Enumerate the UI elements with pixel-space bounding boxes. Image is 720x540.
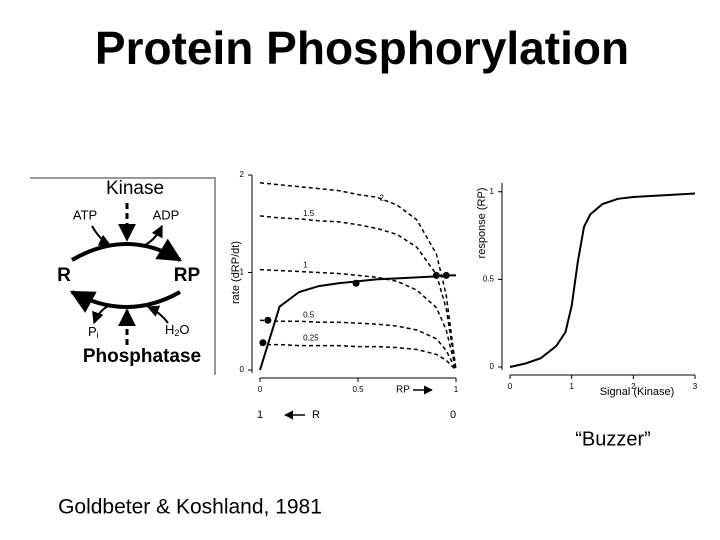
curve-label: 2 <box>380 193 385 202</box>
line-series <box>259 319 457 371</box>
x-tick-label: 2 <box>631 382 636 391</box>
rp-label: RP <box>174 265 201 286</box>
curve-label: 1.5 <box>303 209 315 218</box>
h2o-h: H <box>165 322 174 337</box>
r-tick-label: 0 <box>450 409 456 421</box>
pi-label: Pi <box>88 324 99 340</box>
x-axis-label: Signal (Kinase) <box>600 386 675 398</box>
x-tick-label: 1 <box>569 382 574 391</box>
h2o-arrow <box>146 305 169 324</box>
line-series <box>509 192 696 368</box>
caption: “Buzzer” <box>575 428 651 450</box>
curve-label: 0.25 <box>303 334 319 343</box>
y-tick-label: 1 <box>240 268 245 277</box>
adp-arrow <box>144 224 163 246</box>
point <box>442 271 450 279</box>
x-tick-label: 3 <box>693 382 698 391</box>
y-axis-label: response (RP) <box>476 188 488 259</box>
r-tick-label: 1 <box>257 409 263 421</box>
x-axis-label: RP <box>396 385 410 396</box>
y-tick-label: 0.5 <box>483 274 495 283</box>
line-series <box>259 268 457 371</box>
curve-label: 0.5 <box>303 310 315 319</box>
point <box>432 271 440 279</box>
y-tick-label: 0 <box>490 362 495 371</box>
r-axis-label: R <box>312 409 320 421</box>
y-tick-label: 2 <box>240 170 245 179</box>
x-tick-label: 0.5 <box>352 385 364 394</box>
y-tick-label: 0 <box>240 365 245 374</box>
h2o-sub: 2 <box>174 328 179 338</box>
point <box>352 279 360 287</box>
citation: Goldbeter & Koshland, 1981 <box>58 496 322 519</box>
line-series <box>259 215 457 371</box>
pi-sub: i <box>97 330 99 340</box>
slide-title: Protein Phosphorylation <box>95 22 629 74</box>
kinase-label: Kinase <box>106 178 164 199</box>
line-series <box>259 182 457 371</box>
pi-main: P <box>88 324 97 339</box>
h2o-o: O <box>179 322 189 337</box>
adp-label: ADP <box>153 207 180 222</box>
frame <box>30 177 216 375</box>
pi-arrow <box>92 305 109 325</box>
charts: 0 1 2 0 0.5 1 2 1.5 1 0.5 0.25 rate (dRP/dt) RP 1 0 R 0 0… <box>230 170 698 421</box>
reaction-diagram: Kinase ATP ADP R RP Pi H2O Phosphatase <box>30 177 216 375</box>
dephosphorylation-arrow <box>69 290 181 313</box>
h2o-label: H2O <box>165 322 190 338</box>
curve-label: 1 <box>303 261 308 270</box>
phosphorylation-arrow <box>70 238 183 262</box>
point <box>264 316 272 324</box>
phosphatase-label: Phosphatase <box>83 346 201 367</box>
r-label: R <box>57 265 71 286</box>
x-tick-label: 1 <box>454 385 459 394</box>
x-tick-label: 0 <box>258 385 263 394</box>
line-series <box>260 343 457 371</box>
x-tick-label: 0 <box>508 382 513 391</box>
y-axis-label: rate (dRP/dt) <box>230 241 242 304</box>
atp-label: ATP <box>73 207 97 222</box>
point <box>259 339 267 347</box>
y-tick-label: 1 <box>490 187 495 196</box>
atp-arrow <box>91 225 112 246</box>
